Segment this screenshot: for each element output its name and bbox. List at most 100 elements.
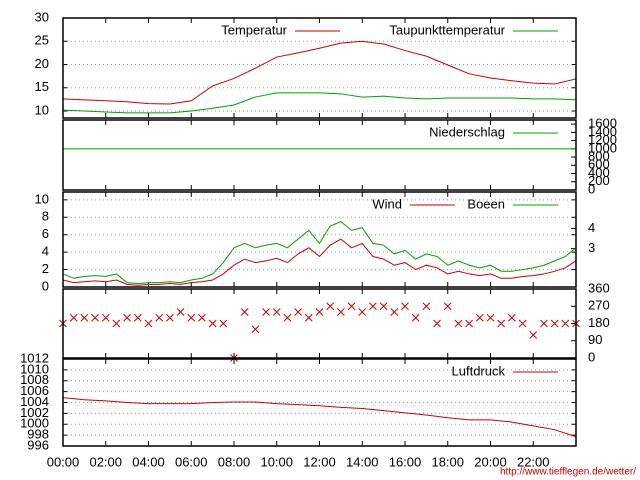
data-point xyxy=(101,313,110,322)
data-point xyxy=(454,319,463,328)
y-tick-label: 25 xyxy=(35,33,49,48)
data-point xyxy=(347,302,356,311)
x-tick-label: 10:00 xyxy=(260,454,293,469)
x-tick-label: 20:00 xyxy=(474,454,507,469)
x-tick-label: 08:00 xyxy=(218,454,251,469)
data-point xyxy=(176,308,185,316)
data-point xyxy=(133,313,142,322)
y2-tick-label: 3 xyxy=(588,240,595,255)
data-point xyxy=(283,313,292,322)
y2-tick-label: 400 xyxy=(588,165,610,180)
legend-label: Niederschlag xyxy=(429,124,505,139)
y-tick-label: 1002 xyxy=(20,405,49,420)
data-point xyxy=(401,302,409,311)
y2-tick-label: 1600 xyxy=(588,116,617,131)
data-line xyxy=(62,40,577,105)
data-point xyxy=(69,313,78,322)
data-point xyxy=(497,319,506,328)
x-tick-label: 12:00 xyxy=(303,454,336,469)
y-tick-label: 30 xyxy=(35,9,49,24)
data-point xyxy=(262,308,270,316)
data-point xyxy=(91,313,99,322)
data-point xyxy=(433,319,441,328)
data-point xyxy=(486,313,495,322)
data-line xyxy=(62,221,577,285)
x-tick-label: 00:00 xyxy=(47,454,80,469)
source-credit: http://www.tiefflegen.de/wetter/ xyxy=(500,467,636,478)
data-point xyxy=(155,313,164,322)
data-point xyxy=(219,319,228,328)
legend-label: Wind xyxy=(372,196,402,211)
legend-label: Luftdruck xyxy=(452,363,506,378)
panel-frame xyxy=(62,119,577,191)
y-tick-label: 998 xyxy=(27,427,49,442)
y2-tick-label: 360 xyxy=(588,280,610,295)
data-point xyxy=(251,325,260,334)
y-tick-label: 4 xyxy=(42,244,49,259)
y-tick-label: 996 xyxy=(27,437,49,452)
legend-label: Boeen xyxy=(467,196,505,211)
x-tick-label: 02:00 xyxy=(89,454,122,469)
data-point xyxy=(358,308,367,316)
y2-tick-label: 200 xyxy=(588,173,610,188)
data-point xyxy=(390,308,399,316)
panel-frame xyxy=(62,358,577,447)
data-point xyxy=(422,302,431,311)
data-point xyxy=(561,319,570,328)
data-point xyxy=(304,313,313,322)
x-tick-label: 16:00 xyxy=(389,454,422,469)
y-tick-label: 1012 xyxy=(20,350,49,365)
data-point xyxy=(369,302,377,311)
x-tick-label: 14:00 xyxy=(346,454,379,469)
data-point xyxy=(475,313,484,322)
y-tick-label: 1004 xyxy=(20,394,49,409)
y2-tick-label: 800 xyxy=(588,148,610,163)
data-point xyxy=(443,302,452,311)
y2-tick-label: 270 xyxy=(588,298,610,313)
y2-tick-label: 1400 xyxy=(588,124,617,139)
y2-tick-label: 0 xyxy=(588,349,595,364)
y2-tick-label: 600 xyxy=(588,157,610,172)
y-tick-label: 0 xyxy=(42,278,49,293)
y-tick-label: 10 xyxy=(35,191,49,206)
y-tick-label: 10 xyxy=(35,102,49,117)
panel-frame xyxy=(62,17,577,119)
data-point xyxy=(123,313,131,322)
x-tick-label: 06:00 xyxy=(175,454,208,469)
data-point xyxy=(166,313,174,322)
data-point xyxy=(337,308,345,316)
y-tick-label: 2 xyxy=(42,261,49,276)
data-point xyxy=(294,308,302,316)
x-tick-label: 04:00 xyxy=(132,454,165,469)
data-point xyxy=(379,302,388,311)
y2-tick-label: 180 xyxy=(588,315,610,330)
data-point xyxy=(540,319,548,328)
y-tick-label: 1008 xyxy=(20,372,49,387)
y2-tick-label: 1200 xyxy=(588,132,617,147)
y2-tick-label: 90 xyxy=(588,332,602,347)
data-point xyxy=(315,308,324,316)
data-point xyxy=(198,313,206,322)
data-point xyxy=(550,319,559,328)
y2-tick-label: 0 xyxy=(588,181,595,196)
legend-label: Temperatur xyxy=(221,22,287,37)
y2-tick-label: 4 xyxy=(588,220,595,235)
data-point xyxy=(240,308,249,316)
data-line xyxy=(62,92,577,114)
data-point xyxy=(144,319,153,328)
x-tick-label: 22:00 xyxy=(517,454,550,469)
y-tick-label: 20 xyxy=(35,56,49,71)
x-tick-label: 18:00 xyxy=(431,454,464,469)
panel-frame xyxy=(62,191,577,288)
data-point xyxy=(208,319,217,328)
data-point xyxy=(411,313,420,322)
y-tick-label: 8 xyxy=(42,209,49,224)
data-point xyxy=(112,319,121,328)
data-point xyxy=(508,313,516,322)
y-tick-label: 6 xyxy=(42,226,49,241)
y-tick-label: 1006 xyxy=(20,383,49,398)
y-tick-label: 1010 xyxy=(20,361,49,376)
